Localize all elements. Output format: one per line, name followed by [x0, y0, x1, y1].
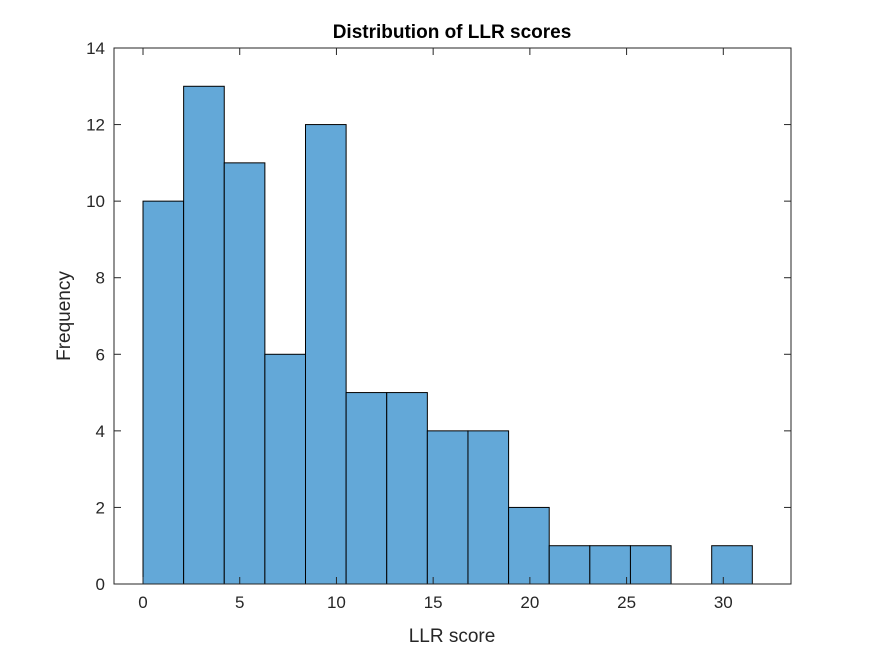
histogram-bar [426, 430, 469, 585]
y-tick-label: 12 [86, 116, 105, 135]
histogram-bar [508, 506, 550, 585]
histogram-bar [629, 545, 672, 585]
histogram-bar [467, 430, 510, 585]
histogram-bar [386, 392, 428, 585]
y-tick-label: 10 [86, 192, 105, 211]
y-tick-label: 14 [86, 39, 105, 58]
y-tick-label: 8 [96, 269, 105, 288]
y-axis-label: Frequency [54, 271, 75, 361]
histogram-bar [223, 162, 266, 585]
chart-title: Distribution of LLR scores [333, 22, 572, 43]
bars-layer [142, 85, 753, 585]
x-tick-label: 25 [617, 593, 636, 612]
histogram-bar [183, 85, 225, 585]
histogram-bar [264, 353, 306, 585]
y-tick-label: 0 [96, 575, 105, 594]
histogram-bar [711, 545, 753, 585]
histogram-bar [548, 545, 591, 585]
x-tick-label: 10 [327, 593, 346, 612]
x-tick-label: 5 [235, 593, 244, 612]
y-tick-label: 4 [96, 422, 105, 441]
x-tick-label: 0 [138, 593, 147, 612]
histogram-bar [304, 124, 347, 585]
x-tick-label: 15 [424, 593, 443, 612]
histogram-bar [345, 392, 388, 585]
x-tick-label: 30 [714, 593, 733, 612]
y-tick-label: 6 [96, 345, 105, 364]
x-axis-label: LLR score [409, 626, 496, 647]
y-tick-label: 2 [96, 498, 105, 517]
x-tick-label: 20 [520, 593, 539, 612]
axes-layer: 0 5 10 15 20 25 30 0 2 4 6 8 10 12 14 [86, 39, 792, 612]
histogram-bar [142, 200, 185, 585]
plot-area-border [113, 47, 792, 585]
histogram-bar [589, 545, 631, 585]
